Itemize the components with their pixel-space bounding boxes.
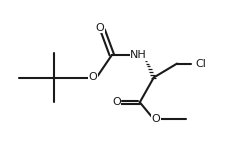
Text: O: O bbox=[112, 97, 121, 107]
Text: Cl: Cl bbox=[196, 59, 207, 69]
Text: O: O bbox=[89, 73, 98, 82]
Text: O: O bbox=[152, 114, 161, 124]
Text: O: O bbox=[96, 23, 105, 33]
Text: NH: NH bbox=[130, 50, 147, 60]
